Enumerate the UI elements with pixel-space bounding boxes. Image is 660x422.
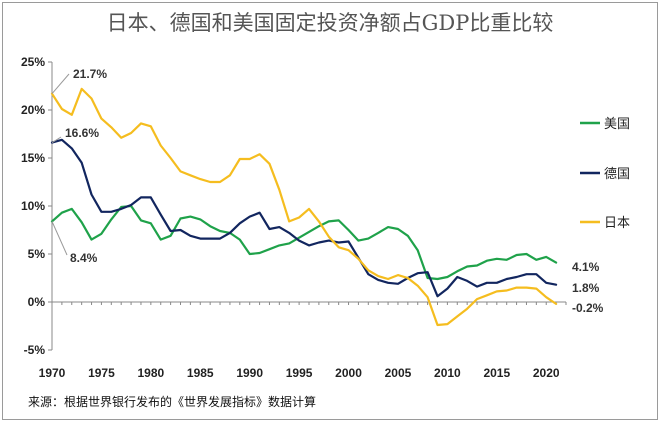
y-tick-label: 0% <box>28 295 46 309</box>
x-tick-label: 1970 <box>39 366 66 380</box>
x-tick-label: 1995 <box>286 366 313 380</box>
y-tick-label: 25% <box>21 55 45 69</box>
x-tick-label: 2005 <box>385 366 412 380</box>
x-tick-label: 2020 <box>533 366 560 380</box>
legend-label: 德国 <box>604 167 630 182</box>
source-note: 来源：根据世界银行发布的《世界发展指标》数据计算 <box>28 394 316 409</box>
y-tick-label: 10% <box>21 199 45 213</box>
series-line <box>50 138 558 298</box>
x-tick-label: 2000 <box>335 366 362 380</box>
y-tick-label: -5% <box>24 343 46 357</box>
data-label: 21.7% <box>73 67 107 81</box>
x-tick-label: 1980 <box>137 366 164 380</box>
x-tick-label: 1975 <box>88 366 115 380</box>
annotations: 21.7% 16.6% 8.4% 4.1% 1.8% -0.2% <box>51 67 604 315</box>
data-label: 8.4% <box>70 251 98 265</box>
legend-label: 日本 <box>604 216 630 231</box>
annotation-leader <box>51 73 70 95</box>
data-label: -0.2% <box>572 301 604 315</box>
series-line <box>50 204 558 281</box>
series-lines <box>50 87 558 327</box>
x-tick-label: 1985 <box>187 366 214 380</box>
legend-label: 美国 <box>604 117 630 132</box>
y-tick-label: 20% <box>21 103 45 117</box>
data-label: 1.8% <box>572 281 600 295</box>
y-tick-label: 5% <box>28 247 46 261</box>
data-label: 16.6% <box>65 126 99 140</box>
axes: 25% 20% 15% 10% 5% 0% -5% 1970 1975 1980 1985 1990 1… <box>21 55 567 380</box>
x-tick-label: 2010 <box>434 366 461 380</box>
x-tick-label: 2015 <box>483 366 510 380</box>
annotation-leader <box>51 136 62 144</box>
line-chart: 日本、德国和美国固定投资净额占GDP比重比较 25% 20% 15% 10% 5% 0% -… <box>21 11 630 409</box>
y-tick-label: 15% <box>21 151 45 165</box>
data-label: 4.1% <box>572 260 600 274</box>
chart-title: 日本、德国和美国固定投资净额占GDP比重比较 <box>107 11 554 35</box>
series-line <box>50 87 558 327</box>
annotation-leader <box>51 221 68 256</box>
x-tick-label: 1990 <box>236 366 263 380</box>
